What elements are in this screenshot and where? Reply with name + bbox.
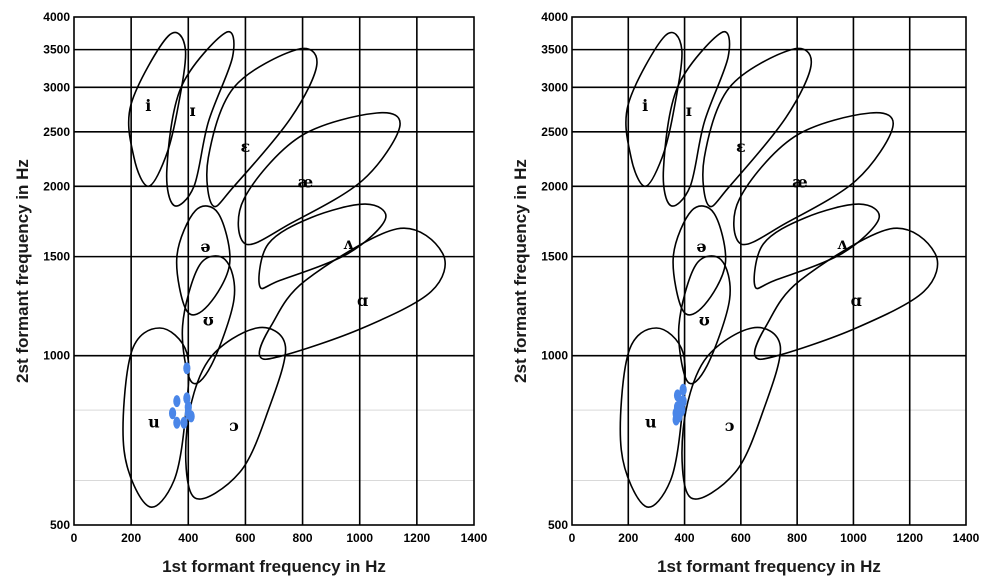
vowel-region-outline: [181, 255, 236, 385]
data-point: [180, 416, 188, 429]
vowel-region-outline: [165, 30, 235, 207]
x-tick-label: 200: [618, 531, 638, 545]
vowel-region-outline: [753, 227, 939, 361]
vowel-region-outline: [258, 227, 446, 361]
vowel-label: ɪ: [686, 101, 692, 120]
vowel-region-outline: [672, 205, 727, 316]
data-point: [168, 407, 177, 420]
vowel-label: ɔ: [725, 416, 735, 435]
data-point: [679, 383, 687, 396]
vowel-label: ʊ: [203, 310, 214, 329]
x-tick-label: 1400: [461, 531, 488, 545]
vowel-label: i: [642, 96, 648, 115]
x-tick-label: 1200: [404, 531, 431, 545]
vowel-region-outline: [206, 47, 318, 208]
x-tick-label: 1000: [840, 531, 867, 545]
vowel-label: ɑ: [851, 291, 862, 310]
y-axis-title: 2st formant frequency in Hz: [13, 159, 32, 383]
y-axis-title: 2st formant frequency in Hz: [511, 159, 530, 383]
y-tick-label: 3500: [541, 43, 568, 57]
plot-area: [572, 17, 966, 525]
data-point: [173, 416, 181, 429]
y-tick-label: 500: [548, 518, 568, 532]
y-tick-label: 1500: [541, 250, 568, 264]
vowel-region-outline: [237, 111, 401, 246]
data-point: [673, 389, 682, 402]
vowel-label: i: [145, 96, 151, 115]
data-point: [672, 413, 680, 426]
y-tick-label: 2500: [43, 125, 70, 139]
x-tick-label: 0: [71, 531, 78, 545]
vowel-label: æ: [792, 173, 808, 192]
x-tick-label: 600: [235, 531, 255, 545]
vowel-region-outline: [733, 111, 894, 246]
vowel-label: ɑ: [357, 291, 368, 310]
data-point: [183, 362, 191, 375]
vowel-label: ə: [696, 237, 706, 256]
x-tick-label: 800: [293, 531, 313, 545]
y-tick-label: 2000: [541, 179, 568, 193]
y-tick-label: 1000: [43, 349, 70, 363]
y-tick-label: 2500: [541, 125, 568, 139]
y-tick-label: 3000: [541, 80, 568, 94]
x-tick-label: 1400: [953, 531, 980, 545]
vowel-label: æ: [298, 173, 314, 192]
x-tick-label: 600: [731, 531, 751, 545]
plot-area: [74, 17, 474, 525]
y-tick-label: 3500: [43, 43, 70, 57]
plot-frame: [571, 16, 967, 526]
x-tick-label: 400: [178, 531, 198, 545]
vowel-region-outline: [753, 203, 881, 290]
vowel-region-outline: [662, 30, 731, 207]
y-tick-label: 500: [50, 518, 70, 532]
vowel-label: ɔ: [229, 416, 239, 435]
vowel-label: ə: [200, 237, 210, 256]
data-point: [173, 395, 181, 408]
vowel-region-outline: [127, 31, 187, 188]
vowel-region-outline: [677, 255, 731, 385]
vowel-region-outline: [258, 203, 387, 290]
vowel-label: u: [148, 413, 160, 432]
y-tick-label: 1500: [43, 250, 70, 264]
vowel-label: u: [645, 413, 657, 432]
vowel-label: ɛ: [241, 137, 251, 156]
x-axis-title: 1st formant frequency in Hz: [657, 557, 881, 576]
x-tick-label: 1000: [346, 531, 373, 545]
vowel-label: ɛ: [736, 137, 746, 156]
x-tick-label: 400: [675, 531, 695, 545]
vowel-label: ɪ: [190, 101, 196, 120]
data-point: [187, 410, 195, 423]
chart-panel-1: 0 200 400 600 800 1000 1200 1400 500 1000 1500 2000…: [13, 10, 488, 576]
x-tick-label: 800: [787, 531, 807, 545]
vowel-label: ʌ: [343, 234, 354, 253]
chart-panel-2: 0 200 400 600 800 1000 1200 1400 500 1000 1500 2000…: [511, 10, 980, 576]
vowel-region-outline: [619, 327, 686, 508]
vowel-region-outline: [175, 205, 231, 316]
x-tick-label: 0: [569, 531, 576, 545]
plot-frame: [73, 16, 475, 526]
y-tick-label: 4000: [43, 10, 70, 24]
y-tick-label: 4000: [541, 10, 568, 24]
vowel-region-outline: [625, 31, 683, 188]
x-tick-label: 1200: [896, 531, 923, 545]
vowel-region-outline: [681, 326, 782, 500]
vowel-label: ʊ: [699, 310, 710, 329]
x-axis-title: 1st formant frequency in Hz: [162, 557, 386, 576]
vowel-region-outline: [122, 327, 190, 508]
x-tick-label: 200: [121, 531, 141, 545]
vowel-label: ʌ: [837, 234, 848, 253]
vowel-region-outline: [702, 47, 813, 208]
y-tick-label: 1000: [541, 349, 568, 363]
y-tick-label: 3000: [43, 80, 70, 94]
y-tick-label: 2000: [43, 179, 70, 193]
vowel-region-outline: [184, 326, 287, 500]
